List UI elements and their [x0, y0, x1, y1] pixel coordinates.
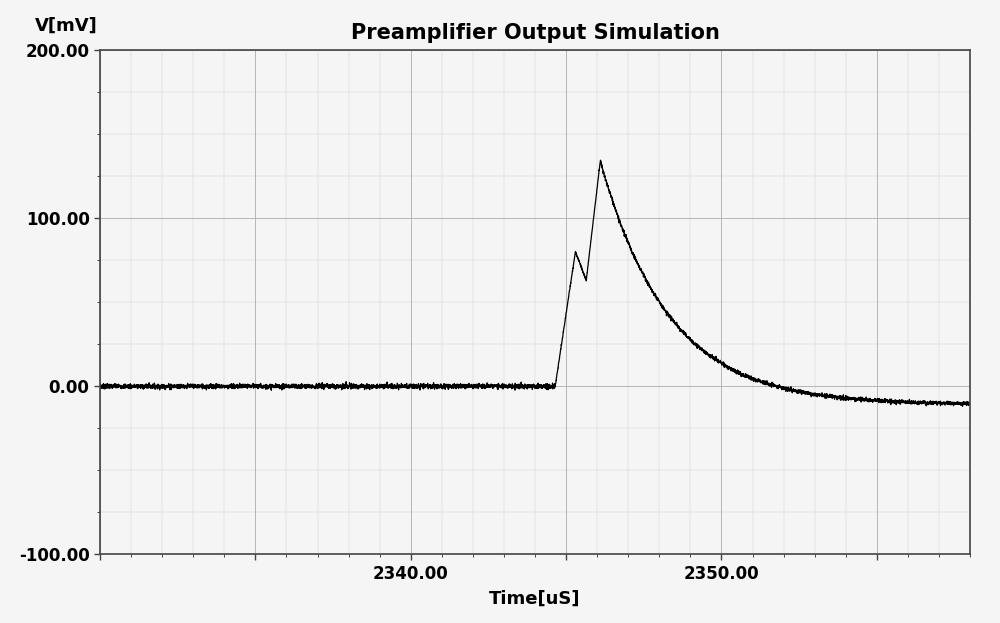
Title: Preamplifier Output Simulation: Preamplifier Output Simulation	[351, 22, 719, 43]
X-axis label: Time[uS]: Time[uS]	[489, 590, 581, 608]
Text: V[mV]: V[mV]	[35, 17, 98, 35]
